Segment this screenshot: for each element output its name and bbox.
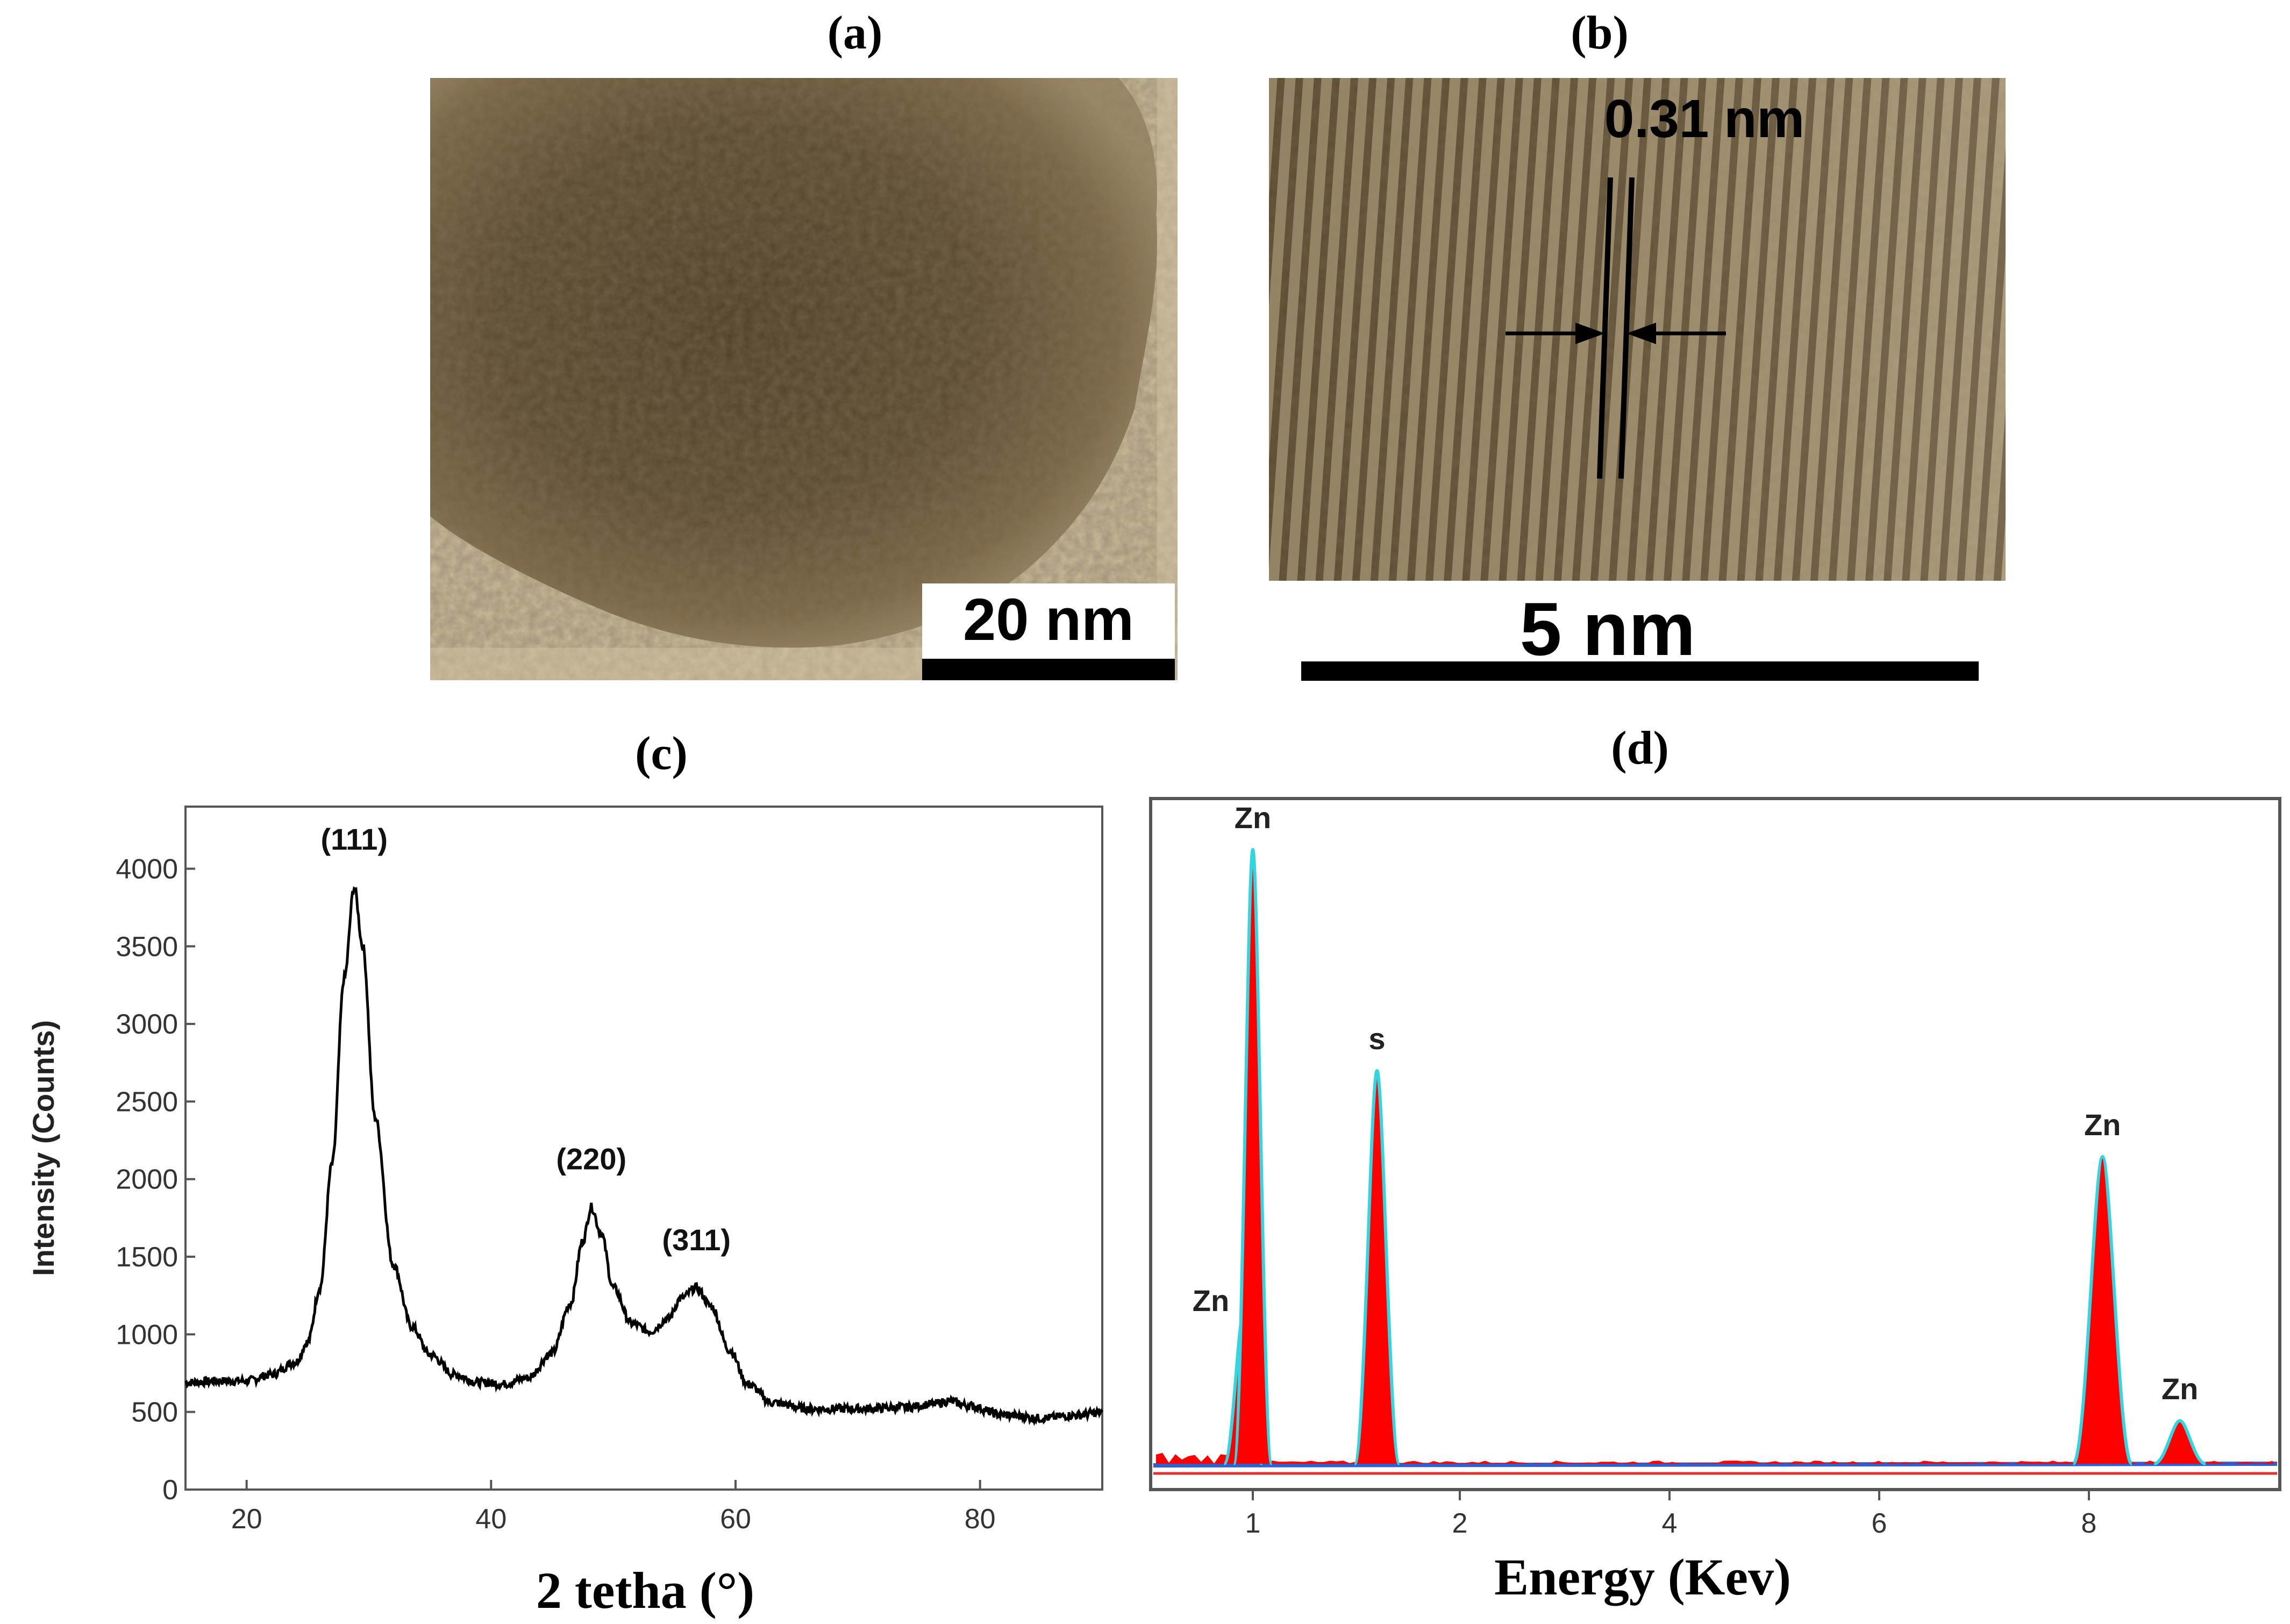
xrd-chart: 0 500 1000 1500 2000 2500 3000 3500 4000 20 40 60 80…: [26, 806, 1104, 1619]
xrd-y-tick-label: 0: [162, 1475, 178, 1506]
eds-x-axis-label: Energy (Kev): [1494, 1548, 1791, 1606]
xrd-peak-label: (111): [320, 822, 388, 856]
xrd-y-tick-label: 3500: [116, 931, 178, 963]
xrd-y-axis-label: Intensity (Counts): [26, 1020, 60, 1276]
eds-x-tick-label: 1: [1245, 1508, 1261, 1539]
eds-peak-label: Zn: [1235, 801, 1271, 835]
xrd-y-tick-label: 2000: [116, 1164, 178, 1195]
scale-bar-a-box: [922, 583, 1175, 664]
eds-peak-label: Zn: [1193, 1284, 1229, 1317]
eds-peak-label: Zn: [2161, 1372, 2198, 1406]
xrd-x-tick-label: 40: [475, 1504, 506, 1535]
eds-baseline: [1153, 1462, 2278, 1468]
eds-peak-label: Zn: [2084, 1108, 2121, 1142]
scale-bar-b: [1301, 661, 1979, 681]
arrow-left-head: [1575, 323, 1605, 344]
xrd-y-tick-label: 2500: [116, 1086, 178, 1117]
panel-a-label: (a): [827, 7, 883, 59]
scale-bar-a: [922, 659, 1175, 680]
panel-d-label: (d): [1611, 722, 1669, 774]
eds-peak: [1354, 1071, 1400, 1464]
xrd-y-tick-label: 3000: [116, 1009, 178, 1040]
eds-peak-outline: [2153, 1419, 2207, 1465]
lattice-spacing-label: 0.31 nm: [1604, 89, 1804, 149]
eds-peak: [2154, 1421, 2206, 1464]
eds-peak-outline: [2071, 1155, 2134, 1465]
xrd-peak-label: (220): [556, 1142, 626, 1176]
eds-x-tick-label: 4: [1662, 1508, 1678, 1539]
eds-peak: [2073, 1157, 2132, 1464]
tem-image-a: 20 nm: [430, 78, 1178, 680]
eds-peak-outline: [1232, 847, 1274, 1465]
xrd-x-tick-label: 20: [231, 1504, 262, 1535]
eds-x-tick-label: 2: [1452, 1508, 1468, 1539]
tem-image-b: 0.31 nm 5 nm: [1269, 78, 2006, 683]
xrd-x-tick-label: 80: [965, 1504, 996, 1535]
fringe-line-left: [1597, 177, 1613, 479]
panel-b-label: (b): [1571, 7, 1629, 59]
eds-peak: [1233, 850, 1272, 1464]
xrd-y-tick-label: 500: [131, 1397, 178, 1428]
xrd-peak-label: (311): [662, 1223, 731, 1257]
xrd-x-axis-label: 2 tetha (°): [536, 1562, 754, 1619]
arrow-right-head: [1626, 323, 1656, 344]
eds-chart: Zn Zn s Zn Zn 1 2 4 6 8 Energy (Kev): [1149, 797, 2281, 1606]
scale-bar-b-text: 5 nm: [1520, 587, 1696, 671]
panel-c-label: (c): [635, 728, 688, 780]
eds-peak-outline: [1353, 1069, 1401, 1465]
fringe-line-right: [1618, 177, 1635, 479]
xrd-y-tick-label: 1000: [116, 1319, 178, 1350]
xrd-plot-frame: [184, 806, 1103, 1491]
xrd-y-tick-label: 4000: [116, 853, 178, 885]
eds-x-tick-label: 8: [2081, 1508, 2097, 1539]
eds-x-tick-label: 6: [1872, 1508, 1887, 1539]
xrd-x-tick-label: 60: [720, 1504, 751, 1535]
xrd-series-line: [184, 886, 1104, 1426]
xrd-y-tick-label: 1500: [116, 1242, 178, 1273]
eds-peak-label: s: [1368, 1022, 1385, 1056]
scale-bar-a-text: 20 nm: [963, 587, 1134, 653]
